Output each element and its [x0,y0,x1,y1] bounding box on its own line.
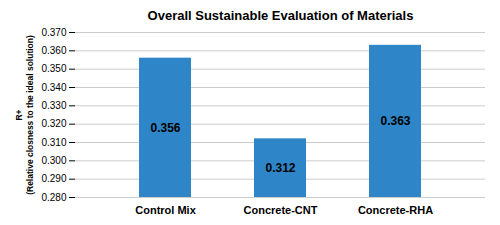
svg-text:0.356: 0.356 [150,121,180,135]
svg-text:Concrete-RHA: Concrete-RHA [358,204,433,216]
svg-text:0.320: 0.320 [41,118,66,129]
svg-text:0.290: 0.290 [41,173,66,184]
svg-text:Overall Sustainable Evaluation: Overall Sustainable Evaluation of Materi… [148,8,414,23]
svg-text:Control Mix: Control Mix [135,204,196,216]
svg-text:0.363: 0.363 [380,114,410,128]
svg-text:0.330: 0.330 [41,100,66,111]
svg-text:0.340: 0.340 [41,82,66,93]
svg-text:0.350: 0.350 [41,63,66,74]
svg-text:Concrete-CNT: Concrete-CNT [244,204,318,216]
svg-text:0.312: 0.312 [265,161,295,175]
svg-text:R+(Relative closness to the id: R+(Relative closness to the ideal soluti… [14,35,35,195]
svg-text:0.300: 0.300 [41,155,66,166]
svg-text:0.360: 0.360 [41,45,66,56]
svg-text:0.370: 0.370 [41,27,66,38]
svg-text:0.310: 0.310 [41,137,66,148]
svg-text:0.280: 0.280 [41,192,66,203]
